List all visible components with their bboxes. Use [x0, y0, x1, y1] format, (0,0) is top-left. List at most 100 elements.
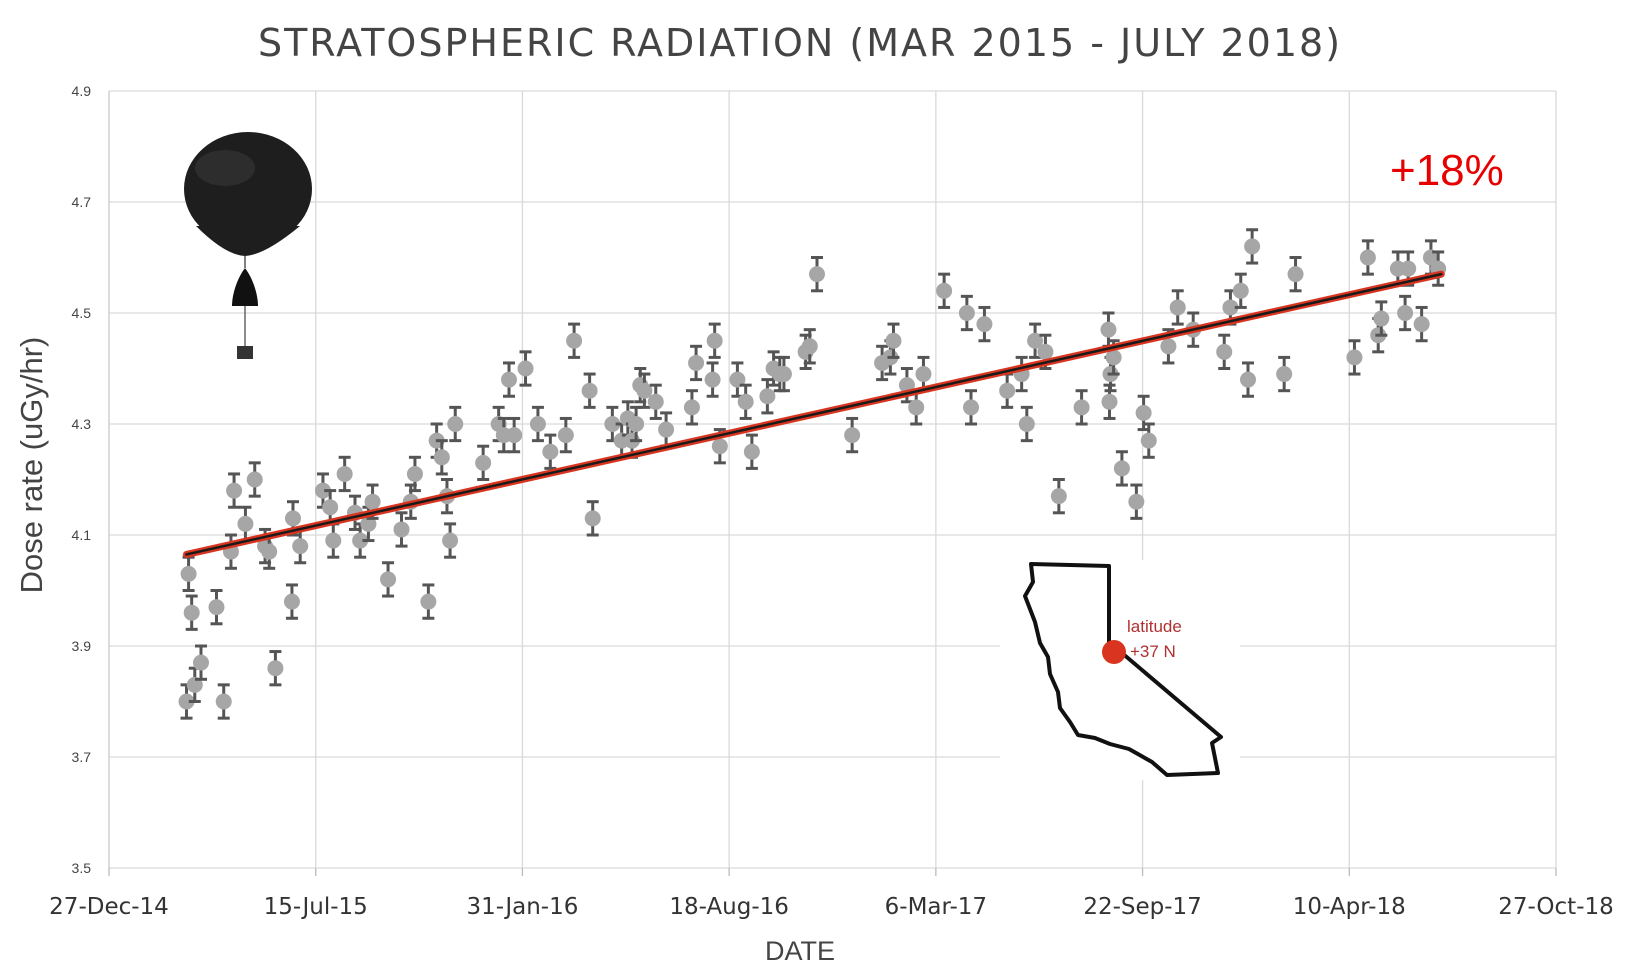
- data-marker: [447, 416, 464, 432]
- x-tick-label: 27-Dec-14: [49, 894, 169, 920]
- data-point: [1216, 333, 1233, 370]
- data-point: [1239, 361, 1256, 398]
- data-marker: [352, 532, 369, 549]
- data-marker: [1222, 299, 1239, 316]
- data-marker: [183, 604, 200, 621]
- data-marker: [393, 521, 410, 538]
- chart-title: STRATOSPHERIC RADIATION (MAR 2015 - JULY…: [258, 21, 1342, 65]
- x-tick-label: 18-Aug-16: [669, 894, 789, 920]
- data-marker: [237, 515, 254, 532]
- data-point: [688, 344, 705, 382]
- data-point: [237, 505, 254, 543]
- data-marker: [364, 493, 381, 510]
- data-point: [192, 644, 209, 681]
- data-marker: [284, 510, 301, 527]
- data-point: [1073, 389, 1090, 426]
- data-point: [1287, 256, 1304, 293]
- data-marker: [180, 565, 197, 582]
- data-marker: [1397, 305, 1414, 321]
- gridlines: [108, 90, 1557, 869]
- data-marker: [1373, 310, 1390, 327]
- data-marker: [604, 416, 621, 432]
- data-point: [186, 666, 203, 703]
- data-point: [1027, 322, 1044, 359]
- data-point: [1128, 483, 1145, 520]
- data-marker: [557, 427, 574, 444]
- data-marker: [1105, 349, 1122, 366]
- data-point: [325, 522, 342, 559]
- data-point: [729, 361, 746, 398]
- data-marker: [1287, 266, 1304, 283]
- data-point: [636, 372, 653, 409]
- data-marker: [958, 305, 975, 321]
- data-marker: [322, 499, 339, 516]
- data-marker: [584, 510, 601, 527]
- data-point: [706, 322, 723, 359]
- data-marker: [581, 382, 598, 399]
- data-point: [808, 256, 825, 293]
- data-marker: [500, 371, 517, 388]
- data-marker: [292, 538, 309, 555]
- data-point: [1018, 405, 1035, 443]
- data-marker: [844, 427, 861, 444]
- data-point: [801, 328, 818, 365]
- y-tick-label: 3.5: [72, 860, 92, 876]
- data-points: [178, 228, 1447, 720]
- data-point: [215, 683, 232, 720]
- data-point: [267, 650, 284, 687]
- data-marker: [962, 399, 979, 416]
- data-point: [226, 472, 243, 509]
- data-marker: [1276, 366, 1293, 383]
- data-point: [1013, 355, 1030, 393]
- data-point: [380, 561, 397, 598]
- data-point: [1373, 300, 1390, 337]
- data-marker: [729, 371, 746, 388]
- data-marker: [808, 266, 825, 283]
- data-point: [178, 683, 195, 720]
- data-point: [1113, 450, 1130, 487]
- map-label-value: +37 N: [1130, 642, 1176, 661]
- data-point: [1140, 422, 1157, 459]
- data-point: [1359, 239, 1376, 276]
- data-marker: [325, 532, 342, 549]
- map-label-latitude: latitude: [1127, 617, 1182, 636]
- data-point: [1244, 228, 1261, 265]
- data-marker: [737, 393, 754, 410]
- data-marker: [215, 693, 232, 710]
- data-point: [529, 405, 546, 443]
- data-point: [604, 405, 621, 443]
- data-marker: [711, 438, 728, 455]
- data-marker: [336, 465, 353, 482]
- data-marker: [192, 654, 209, 671]
- data-marker: [314, 482, 331, 499]
- data-point: [999, 372, 1016, 409]
- y-tick-label: 4.1: [72, 527, 92, 543]
- data-point: [885, 322, 902, 359]
- data-point: [180, 555, 197, 592]
- trendline-inner: [185, 272, 1443, 556]
- data-marker: [178, 693, 195, 710]
- data-point: [584, 500, 601, 537]
- data-point: [447, 405, 464, 443]
- data-marker: [885, 332, 902, 349]
- data-marker: [1346, 349, 1363, 366]
- data-marker: [1027, 332, 1044, 349]
- data-point: [958, 294, 975, 332]
- data-marker: [283, 593, 300, 610]
- data-marker: [529, 416, 546, 432]
- data-point: [1232, 272, 1249, 309]
- data-marker: [647, 393, 664, 410]
- data-marker: [628, 416, 645, 432]
- x-axis-title: DATE: [765, 936, 835, 966]
- data-point: [962, 389, 979, 426]
- data-marker: [976, 316, 993, 333]
- data-point: [500, 361, 517, 398]
- data-marker: [442, 532, 459, 549]
- data-point: [336, 455, 353, 493]
- data-point: [1169, 289, 1186, 326]
- data-point: [647, 383, 664, 420]
- data-marker: [506, 427, 523, 444]
- data-marker: [704, 371, 721, 388]
- data-marker: [999, 382, 1016, 399]
- y-tick-label: 4.5: [72, 305, 92, 321]
